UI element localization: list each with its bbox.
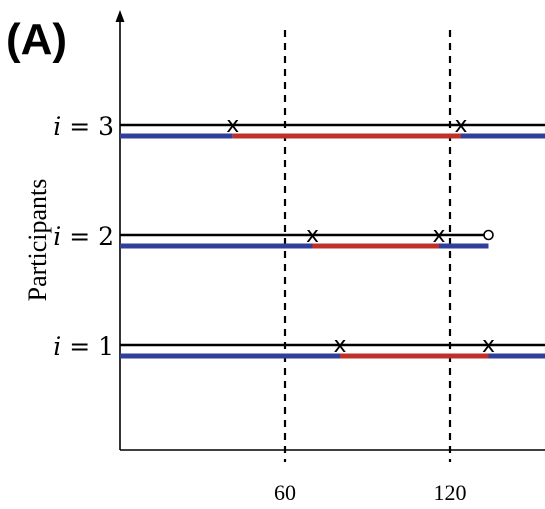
event-marker: x <box>454 113 467 138</box>
panel-label: (A) <box>6 15 67 64</box>
censor-circle <box>483 229 494 241</box>
x-axis-ticks: 60 120 <box>274 480 467 505</box>
participant-row-3: i = 3 x x <box>53 112 545 141</box>
participant-row-2: i = 2 x x <box>53 222 494 251</box>
row-label-eq: = <box>61 112 98 141</box>
axes <box>115 10 545 451</box>
row-label: i = 3 <box>53 112 114 141</box>
row-label: i = 2 <box>53 222 114 251</box>
x-tick-label-120: 120 <box>434 480 467 505</box>
row-label-eq: = <box>61 332 98 361</box>
event-marker: x <box>306 223 319 248</box>
event-marker: x <box>432 223 445 248</box>
x-tick-label-60: 60 <box>274 480 296 505</box>
row-label-var: i <box>53 332 61 361</box>
participant-row-1: i = 1 x x <box>53 332 545 361</box>
event-marker: x <box>333 333 346 358</box>
y-axis-arrowhead <box>115 10 125 22</box>
row-label: i = 1 <box>53 332 114 361</box>
row-label-num: 3 <box>98 112 114 141</box>
row-label-num: 1 <box>98 332 114 361</box>
y-axis-label: Participants <box>23 179 52 302</box>
participant-rows: i = 1 x x i = 2 x x i = 3 x x <box>53 112 545 361</box>
reference-lines <box>283 30 452 462</box>
row-label-var: i <box>53 222 61 251</box>
event-marker: x <box>482 333 495 358</box>
event-marker: x <box>226 113 239 138</box>
row-label-var: i <box>53 112 61 141</box>
row-label-eq: = <box>61 222 98 251</box>
row-label-num: 2 <box>98 222 114 251</box>
